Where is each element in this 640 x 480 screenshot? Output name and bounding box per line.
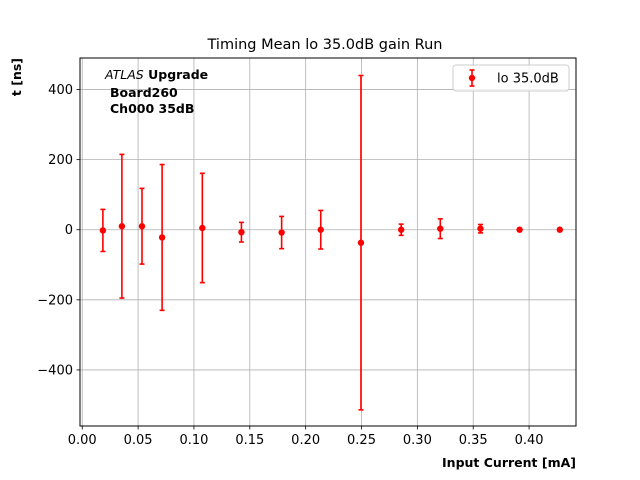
data-point: [556, 226, 564, 233]
data-point: [118, 223, 126, 230]
data-point: [158, 234, 166, 241]
x-tick-label: 0.25: [347, 433, 376, 448]
x-tick-label: 0.10: [179, 433, 208, 448]
annotation-line3: Ch000 35dB: [110, 101, 194, 116]
y-axis-label: t [ns]: [9, 58, 24, 96]
y-tick-label: 200: [48, 153, 73, 168]
x-tick-label: 0.15: [235, 433, 264, 448]
x-tick-label: 0.30: [403, 433, 432, 448]
annotation-line2: Board260: [110, 85, 178, 100]
data-point: [238, 228, 245, 236]
data-layer: [99, 74, 564, 411]
x-tick-label: 0.05: [124, 433, 153, 448]
x-tick-label: 0.20: [291, 433, 320, 448]
data-point: [199, 224, 206, 232]
y-tick-label: 0: [65, 223, 73, 238]
data-point: [317, 226, 324, 233]
grid: [80, 58, 576, 426]
legend-label: lo 35.0dB: [497, 72, 559, 87]
annotation: ATLAS Upgrade Board260 Ch000 35dB: [104, 67, 208, 116]
data-point: [357, 239, 365, 246]
x-tick-label: 0.40: [515, 433, 544, 448]
svg-text:ATLAS Upgrade: ATLAS Upgrade: [104, 67, 208, 82]
x-axis-label: Input Current [mA]: [442, 455, 576, 470]
x-tick-label: 0.00: [68, 433, 97, 448]
y-tick-label: −400: [37, 363, 73, 378]
axes-frame: [79, 57, 577, 427]
y-tick-label: −200: [37, 293, 73, 308]
data-point: [138, 223, 146, 230]
annotation-bold: Upgrade: [148, 67, 208, 82]
data-point: [397, 226, 405, 233]
data-point: [278, 229, 285, 236]
x-tick-label: 0.35: [459, 433, 488, 448]
annotation-italic: ATLAS: [104, 67, 144, 82]
data-point: [437, 225, 444, 232]
data-point: [99, 227, 107, 234]
data-point: [516, 226, 523, 233]
y-tick-label: 400: [48, 83, 73, 98]
chart-title: Timing Mean lo 35.0dB gain Run: [207, 37, 443, 53]
data-point: [477, 225, 484, 232]
legend: lo 35.0dB: [452, 64, 570, 92]
legend-marker: [468, 74, 476, 82]
legend-box: [452, 64, 570, 92]
ticks: 0.00 0.05 0.10 0.15 0.20 0.25 0.30 0.35 0.40 −400…: [37, 83, 543, 448]
